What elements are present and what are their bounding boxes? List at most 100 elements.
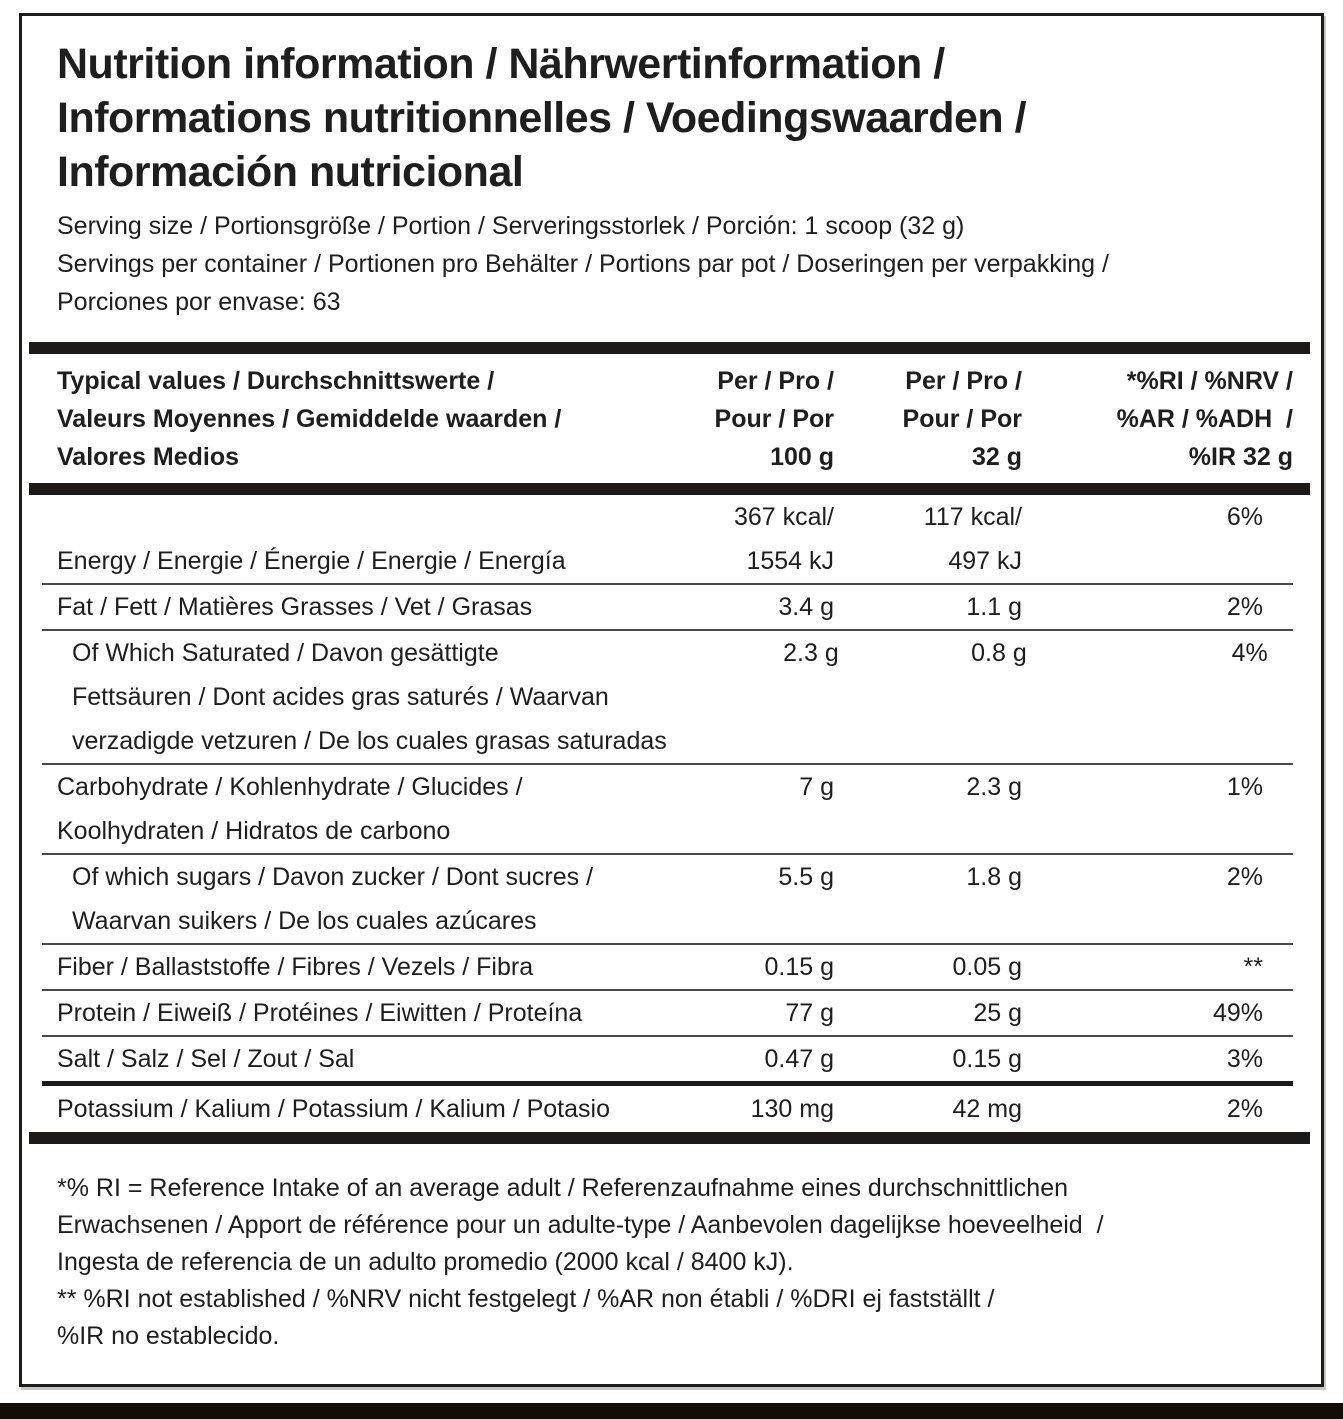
value-per-100g: 3.4 g xyxy=(662,585,834,629)
page-title: Nutrition information / Nährwertinformat… xyxy=(57,37,1291,199)
header-per-32g: Per / Pro / Pour / Por 32 g xyxy=(834,362,1022,476)
text-line: 367 kcal/ xyxy=(733,503,834,531)
text-line: Porciones por envase: 63 xyxy=(57,288,341,316)
nutrient-label: Energy / Energie / Énergie / Energie / E… xyxy=(42,539,662,583)
text-line: 77 g xyxy=(785,999,834,1027)
nutrition-rows: Energy / Energie / Énergie / Energie / E… xyxy=(42,495,1293,1132)
text-line: Erwachsenen / Apport de référence pour u… xyxy=(57,1211,1104,1239)
text-line: %AR / %ADH / xyxy=(1116,405,1293,433)
value-per-100g: 130 mg xyxy=(662,1087,834,1131)
text-line: 42 mg xyxy=(952,1095,1022,1123)
text-line: Valeurs Moyennes / Gemiddelde waarden / xyxy=(57,405,562,433)
divider-bar-bottom xyxy=(29,1132,1310,1144)
text-line: Fiber / Ballaststoffe / Fibres / Vezels … xyxy=(57,953,534,981)
text-line: Per / Pro / xyxy=(717,367,834,395)
value-per-100g: 7 g xyxy=(662,765,834,853)
value-reference-intake: 49% xyxy=(1212,999,1263,1027)
table-row-potassium: Potassium / Kalium / Potassium / Kalium … xyxy=(42,1081,1293,1132)
text-line: ** %RI not established / %NRV nicht fest… xyxy=(57,1285,995,1313)
text-line: 1554 kJ xyxy=(746,547,834,575)
value-per-100g: 5.5 g xyxy=(662,855,834,943)
nutrient-label: Potassium / Kalium / Potassium / Kalium … xyxy=(42,1087,662,1131)
text-line: *%RI / %NRV / xyxy=(1126,367,1293,395)
text-line: Pour / Por xyxy=(714,405,834,433)
text-line: Waarvan suikers / De los cuales azúcares xyxy=(72,907,537,935)
table-row-energy: Energy / Energie / Énergie / Energie / E… xyxy=(42,495,1293,583)
value-per-32g: 2.3 g xyxy=(834,765,1022,853)
value-per-100g: 2.3 g xyxy=(667,631,839,763)
serving-info: Serving size / Portionsgröße / Portion /… xyxy=(57,207,1291,321)
value-per-32g: 0.15 g xyxy=(834,1037,1022,1081)
text-line: verzadigde vetzuren / De los cuales gras… xyxy=(72,727,667,755)
table-row-fiber: Fiber / Ballaststoffe / Fibres / Vezels … xyxy=(42,943,1293,989)
value-per-32g: 1.8 g xyxy=(834,855,1022,943)
text-line: 130 mg xyxy=(750,1095,834,1123)
table-row-salt: Salt / Salz / Sel / Zout / Sal 0.47 g 0.15… xyxy=(42,1035,1293,1081)
text-line: Fat / Fett / Matières Grasses / Vet / Gr… xyxy=(57,593,533,621)
text-line: Ingesta de referencia de un adulto prome… xyxy=(57,1248,794,1276)
nutrient-label: Fiber / Ballaststoffe / Fibres / Vezels … xyxy=(42,945,662,989)
text-line: Of Which Saturated / Davon gesättigte xyxy=(72,639,499,667)
value-reference-intake: 2% xyxy=(1226,593,1263,621)
text-line: 5.5 g xyxy=(778,863,834,891)
nutrient-label: Protein / Eiweiß / Protéines / Eiwitten … xyxy=(42,991,662,1035)
value-per-32g: 0.05 g xyxy=(834,945,1022,989)
text-line: Energy / Energie / Énergie / Energie / E… xyxy=(57,547,566,575)
text-line: %IR no establecido. xyxy=(57,1322,280,1350)
value-reference-intake: 3% xyxy=(1226,1045,1263,1073)
text-line: 1.8 g xyxy=(966,863,1022,891)
divider-bar-top xyxy=(29,342,1310,354)
value-reference-intake: ** xyxy=(1243,953,1263,981)
table-row-sugars: Of which sugars / Davon zucker / Dont su… xyxy=(42,853,1293,943)
value-reference-intake: 6% xyxy=(1226,503,1263,531)
value-per-32g: 0.8 g xyxy=(839,631,1027,763)
value-reference-intake: 2% xyxy=(1226,863,1263,891)
divider-bar-header xyxy=(29,483,1310,495)
value-per-100g: 0.15 g xyxy=(662,945,834,989)
text-line: Of which sugars / Davon zucker / Dont su… xyxy=(72,863,594,891)
text-line: 0.05 g xyxy=(952,953,1022,981)
text-line: %IR 32 g xyxy=(1188,443,1293,471)
table-row-fat: Fat / Fett / Matières Grasses / Vet / Gr… xyxy=(42,583,1293,629)
text-line: 2.3 g xyxy=(783,639,839,667)
nutrient-label: Carbohydrate / Kohlenhydrate / Glucides … xyxy=(42,765,662,853)
text-line: 100 g xyxy=(770,443,834,471)
text-line: 0.15 g xyxy=(952,1045,1022,1073)
text-line: Informations nutritionnelles / Voedingsw… xyxy=(57,94,1027,142)
value-per-32g: 25 g xyxy=(834,991,1022,1035)
text-line: 2.3 g xyxy=(966,773,1022,801)
text-line: 7 g xyxy=(799,773,834,801)
text-line: 3.4 g xyxy=(778,593,834,621)
nutrient-label: Salt / Salz / Sel / Zout / Sal xyxy=(42,1037,662,1081)
value-reference-intake: 1% xyxy=(1226,773,1263,801)
value-per-32g: 1.1 g xyxy=(834,585,1022,629)
header-per-100g: Per / Pro / Pour / Por 100 g xyxy=(662,362,834,476)
table-row-protein: Protein / Eiweiß / Protéines / Eiwitten … xyxy=(42,989,1293,1035)
value-reference-intake: 2% xyxy=(1226,1095,1263,1123)
text-line: Servings per container / Portionen pro B… xyxy=(57,250,1109,278)
text-line: Salt / Salz / Sel / Zout / Sal xyxy=(57,1045,355,1073)
table-row-saturated-fat: Of Which Saturated / Davon gesättigte Fet… xyxy=(42,629,1293,763)
text-line: 1.1 g xyxy=(966,593,1022,621)
text-line: 117 kcal/ xyxy=(923,503,1022,531)
text-line: Carbohydrate / Kohlenhydrate / Glucides … xyxy=(57,773,523,801)
value-per-32g: 117 kcal/497 kJ xyxy=(834,495,1022,583)
nutrient-label: Of which sugars / Davon zucker / Dont su… xyxy=(42,855,662,943)
text-line: Fettsäuren / Dont acides gras saturés / … xyxy=(72,683,609,711)
text-line: Serving size / Portionsgröße / Portion /… xyxy=(57,212,965,240)
footnotes: *% RI = Reference Intake of an average a… xyxy=(57,1170,1291,1355)
text-line: Potassium / Kalium / Potassium / Kalium … xyxy=(57,1095,610,1123)
value-per-32g: 42 mg xyxy=(834,1087,1022,1131)
header-typical-values: Typical values / Durchschnittswerte / Val… xyxy=(42,362,662,476)
text-line: Typical values / Durchschnittswerte / xyxy=(57,367,495,395)
header-reference-intake: *%RI / %NRV / %AR / %ADH / %IR 32 g xyxy=(1022,362,1293,476)
value-per-100g: 367 kcal/1554 kJ xyxy=(662,495,834,583)
text-line: *% RI = Reference Intake of an average a… xyxy=(57,1174,1069,1202)
text-line: 0.8 g xyxy=(971,639,1027,667)
value-per-100g: 0.47 g xyxy=(662,1037,834,1081)
text-line: 497 kJ xyxy=(948,547,1022,575)
text-line: Protein / Eiweiß / Protéines / Eiwitten … xyxy=(57,999,583,1027)
value-reference-intake: 4% xyxy=(1231,639,1268,667)
text-line: Per / Pro / xyxy=(905,367,1022,395)
text-line: Pour / Por xyxy=(902,405,1022,433)
